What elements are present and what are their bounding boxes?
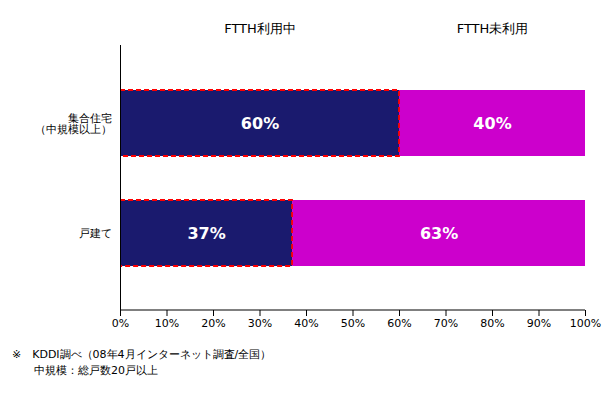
svg-text:10%: 10% [155,317,179,330]
svg-text:50%: 50% [341,317,365,330]
svg-text:20%: 20% [201,317,225,330]
svg-text:60%: 60% [387,317,411,330]
svg-text:37%: 37% [187,224,225,243]
html-text:※ KDDI調べ（08年4月インターネット調査/全国）: ※ KDDI調べ（08年4月インターネット調査/全国） [12,348,272,361]
svg-text:40%: 40% [294,317,318,330]
svg-text:63%: 63% [420,224,458,243]
svg-text:0%: 0% [112,317,129,330]
svg-text:戸建て: 戸建て [79,227,112,240]
svg-text:FTTH利用中: FTTH利用中 [224,21,296,36]
svg-text:40%: 40% [473,114,511,133]
svg-text:100%: 100% [570,317,601,330]
svg-text:70%: 70% [434,317,458,330]
svg-text:30%: 30% [248,317,272,330]
html-text:中規模：総戸数20戸以上: 中規模：総戸数20戸以上 [12,364,158,377]
svg-text:FTTH未利用: FTTH未利用 [457,21,529,36]
svg-text:90%: 90% [527,317,551,330]
svg-text:集合住宅（中規模以上）: 集合住宅（中規模以上） [35,112,112,136]
svg-text:80%: 80% [480,317,504,330]
svg-text:60%: 60% [241,114,279,133]
